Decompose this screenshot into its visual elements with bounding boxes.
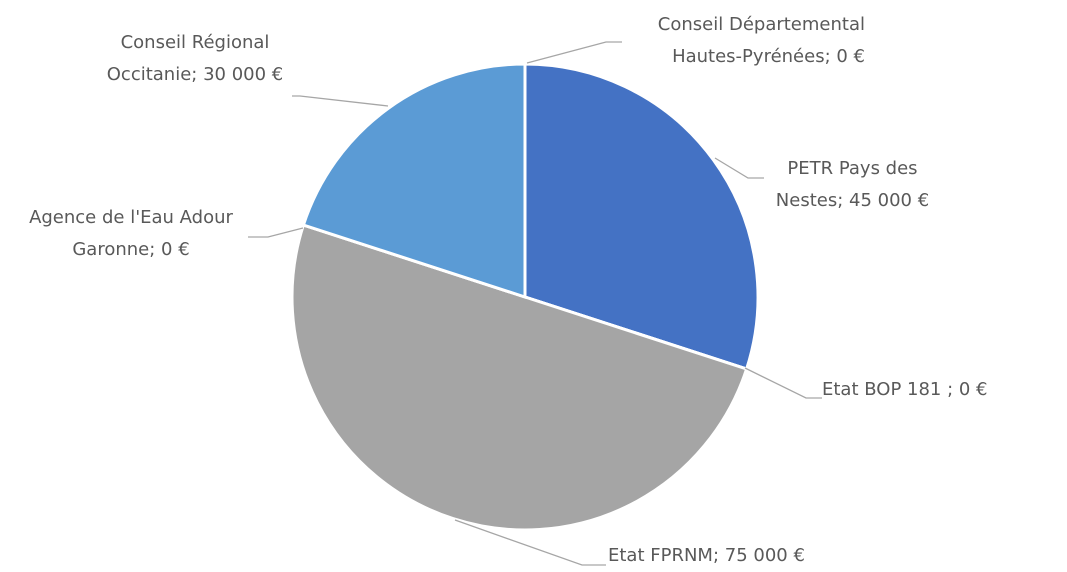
value-label: ; 0 € (149, 239, 190, 260)
category-name: PETR Pays des Nestes (775, 158, 918, 211)
category-name: Conseil Régional Occitanie (106, 32, 270, 85)
value-label: ; 0 € (941, 379, 988, 400)
leader-line (744, 367, 822, 399)
category-name: Agence de l'Eau Adour Garonne (29, 207, 233, 260)
pie-slice (523, 62, 760, 371)
data-label: Etat BOP 181 ; 0 € (822, 374, 1022, 406)
leader-line (526, 41, 622, 64)
pie-slice (290, 223, 749, 532)
data-label: PETR Pays des Nestes; 45 000 € (755, 153, 950, 217)
pie-slice (301, 62, 527, 300)
data-label: Conseil Régional Occitanie; 30 000 € (85, 27, 305, 91)
value-label: ; 0 € (824, 46, 865, 67)
category-name: Etat FPRNM (608, 545, 713, 566)
data-label: Etat FPRNM; 75 000 € (608, 540, 868, 572)
data-label: Agence de l'Eau Adour Garonne; 0 € (6, 202, 256, 266)
leader-line (454, 519, 606, 566)
leader-line (714, 157, 764, 179)
category-name: Conseil Départemental Hautes-Pyrénées (657, 14, 865, 67)
data-label: Conseil Départemental Hautes-Pyrénées; 0… (620, 9, 865, 73)
value-label: ; 45 000 € (837, 190, 930, 211)
leader-line (292, 95, 389, 107)
value-label: ; 30 000 € (191, 64, 284, 85)
category-name: Etat BOP 181 (822, 379, 942, 400)
slices (290, 62, 760, 532)
value-label: ; 75 000 € (712, 545, 805, 566)
leader-line (248, 227, 304, 238)
